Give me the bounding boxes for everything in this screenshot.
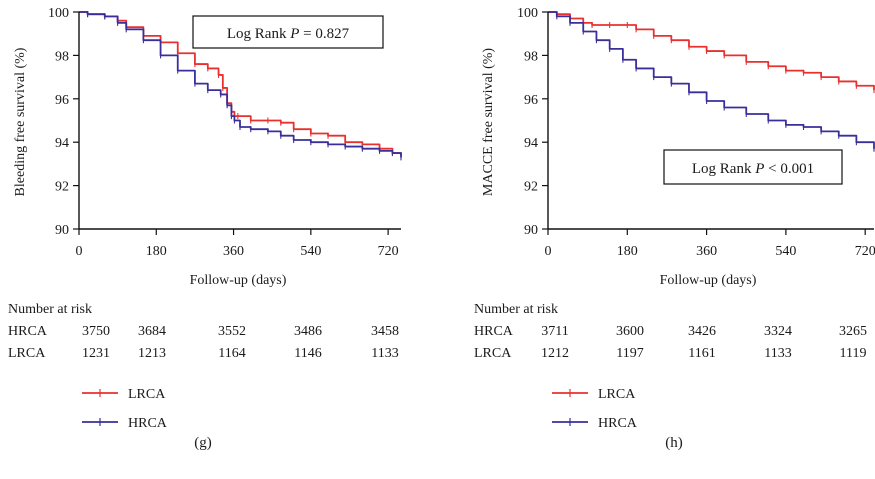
panel-h-ytick-label: 100 [517, 6, 538, 21]
panel-g-risk-cell: 1146 [294, 346, 321, 361]
panel-g-xtick-label: 540 [300, 244, 321, 259]
panel-g-x-axis-ticks: 0 180 360 540 720 [76, 229, 399, 259]
panel-h-curve-hrca [548, 11, 875, 149]
panel-h-ylabel: MACCE free survival (%) [481, 48, 496, 196]
panel-g-legend-label-hrca: HRCA [128, 416, 168, 431]
panel-h-risk-cell: 3711 [541, 324, 568, 339]
panel-g-logrank-text: Log Rank P = 0.827 [227, 26, 350, 42]
panel-g-xtick-label: 720 [378, 244, 399, 259]
panel-h-risk-cell: 1133 [764, 346, 791, 361]
panel-g-xlabel: Follow-up (days) [190, 273, 287, 288]
panel-g-risk-title: Number at risk [8, 302, 92, 317]
panel-g-risk-group-label: HRCA [8, 324, 48, 339]
panel-h-ytick-label: 96 [524, 93, 538, 108]
panel-g-risk-group-label: LRCA [8, 346, 46, 361]
panel-h-legend-label-lrca: LRCA [598, 387, 636, 402]
panel-h-risk-cell: 1212 [541, 346, 569, 361]
panel-g-xtick-label: 0 [76, 244, 83, 259]
panel-h-risk-cell: 3426 [688, 324, 716, 339]
panel-g-risk-cell: 1231 [82, 346, 110, 361]
panel-h-legend-label-hrca: HRCA [598, 416, 638, 431]
panel-g-risk-cell: 3458 [371, 324, 399, 339]
panel-g-ytick-label: 100 [48, 6, 69, 21]
panel-h-xlabel: Follow-up (days) [660, 273, 757, 288]
panel-h-logrank-text: Log Rank P < 0.001 [692, 161, 814, 177]
panel-h-ytick-label: 90 [524, 223, 538, 238]
panel-h-curves [548, 11, 875, 152]
panel-h-label: (h) [665, 435, 683, 451]
panel-h-risk-cell: 1161 [688, 346, 715, 361]
panel-g-risk-cell: 3552 [218, 324, 246, 339]
panel-h-ytick-label: 94 [524, 136, 538, 151]
panel-h-xtick-label: 360 [696, 244, 717, 259]
panel-h-risk-cell: 3324 [764, 324, 792, 339]
panel-h-ytick-label: 98 [524, 49, 538, 64]
panel-h-risk-cell: 3600 [616, 324, 644, 339]
panel-h-xtick-label: 720 [855, 244, 875, 259]
panel-g-xtick-label: 360 [223, 244, 244, 259]
panel-g-risk-cell: 3684 [138, 324, 166, 339]
panel-h-legend: LRCA HRCA [552, 387, 638, 431]
panel-h-risk-group-label: HRCA [474, 324, 514, 339]
panel-h-risk-cell: 1197 [616, 346, 643, 361]
panel-g-ytick-label: 96 [55, 93, 69, 108]
panel-h-xtick-label: 540 [775, 244, 796, 259]
panel-g-risk-table: HRCA 3750 3684 3552 3486 3458 LRCA 1231 1213 1164… [8, 324, 399, 361]
panel-h-ytick-label: 92 [524, 180, 538, 195]
panel-g-curves [79, 11, 402, 161]
panel-h: MACCE free survival (%) 90 92 94 96 98 100 0 1… [474, 6, 875, 451]
panel-h-risk-cell: 3265 [839, 324, 867, 339]
panel-g-ytick-label: 90 [55, 223, 69, 238]
panel-g-ytick-label: 92 [55, 180, 69, 195]
panel-h-risk-title: Number at risk [474, 302, 558, 317]
panel-g-ylabel: Bleeding free survival (%) [13, 47, 28, 196]
panel-g-y-axis-ticks: 90 92 94 96 98 100 [48, 6, 79, 238]
panel-g-risk-cell: 1133 [371, 346, 398, 361]
panel-h-xtick-label: 0 [545, 244, 552, 259]
panel-g-logrank-box: Log Rank P = 0.827 [192, 15, 384, 49]
panel-h-y-axis-ticks: 90 92 94 96 98 100 [517, 6, 548, 238]
panel-h-risk-group-label: LRCA [474, 346, 512, 361]
panel-g-legend-label-lrca: LRCA [128, 387, 166, 402]
panel-h-curve-lrca [548, 11, 875, 91]
panel-g-label: (g) [194, 435, 212, 451]
panel-h-xtick-label: 180 [617, 244, 638, 259]
panel-g-ytick-label: 98 [55, 49, 69, 64]
panel-g-risk-cell: 1164 [218, 346, 245, 361]
panel-g-legend: LRCA HRCA [82, 387, 168, 431]
panel-g-risk-cell: 3486 [294, 324, 322, 339]
panel-g-xtick-label: 180 [146, 244, 167, 259]
panel-h-risk-cell: 1119 [840, 346, 867, 361]
panel-g: Bleeding free survival (%) 90 92 94 96 98 100… [8, 6, 402, 451]
panel-g-risk-cell: 3750 [82, 324, 110, 339]
panel-g-ytick-label: 94 [55, 136, 69, 151]
panel-h-risk-table: HRCA 3711 3600 3426 3324 3265 LRCA 1212 1197 1161… [474, 324, 867, 361]
panel-h-logrank-box: Log Rank P < 0.001 [663, 149, 843, 185]
panel-h-x-axis-ticks: 0 180 360 540 720 [545, 229, 875, 259]
panel-g-risk-cell: 1213 [138, 346, 166, 361]
